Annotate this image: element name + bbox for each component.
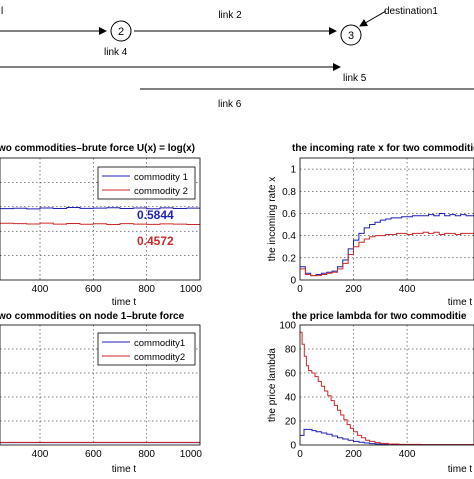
chart-title: wo commodities on node 1–brute force	[0, 311, 185, 322]
link-2-label: link 2	[218, 10, 242, 21]
x-tick-label: 200	[345, 284, 362, 295]
tick-labels: 400 600 800 1000	[32, 284, 203, 295]
y-axis-label: the price lambda	[267, 348, 278, 422]
x-axis-label: time t	[448, 297, 473, 308]
chart-title: the price lambda for two commoditie	[292, 311, 467, 322]
x-tick-label: 400	[32, 284, 49, 295]
incoming-rate-chart: the incoming rate x for two commoditie 0…	[267, 143, 474, 308]
node1-chart: wo commodities on node 1–brute force 400…	[0, 311, 202, 474]
x-tick-label: 400	[32, 449, 49, 460]
legend: commodity 1 commodity 2	[98, 167, 195, 199]
network-diagram: 2 3 destination1 l link 2 link 4 link 5 …	[0, 6, 474, 110]
x-tick-label: 400	[399, 284, 416, 295]
link-4-label: link 4	[104, 47, 128, 58]
legend: commodity1 commodity2	[98, 333, 195, 365]
annotation-commodity-2: 0.4572	[137, 234, 174, 248]
legend-label-commodity-1: commodity 1	[134, 172, 188, 183]
x-axis-label: time t	[112, 297, 137, 308]
y-tick-label: 0.8	[282, 187, 296, 198]
x-tick-label: 400	[399, 449, 416, 460]
y-tick-label: 0	[290, 441, 296, 452]
y-axis-label: the incoming rate x	[267, 177, 278, 262]
y-tick-label: 0.4	[282, 231, 296, 242]
legend-label-commodity-2: commodity2	[134, 352, 185, 363]
x-tick-label: 600	[85, 284, 102, 295]
y-tick-label: 40	[285, 393, 297, 404]
x-tick-label: 800	[138, 449, 155, 460]
x-tick-label: 200	[345, 449, 362, 460]
chart-title: the incoming rate x for two commoditie	[292, 143, 474, 154]
x-axis-label: time t	[448, 464, 473, 474]
destination-arrow	[360, 11, 386, 26]
link-1-label: l	[1, 6, 3, 17]
x-tick-label: 1000	[180, 284, 203, 295]
y-tick-label: 0.6	[282, 209, 296, 220]
legend-label-commodity-1: commodity1	[134, 338, 185, 349]
y-tick-label: 60	[285, 369, 297, 380]
link-6-label: link 6	[218, 99, 242, 110]
legend-label-commodity-2: commodity 2	[134, 186, 188, 197]
x-tick-label: 0	[297, 284, 303, 295]
y-tick-label: 0.2	[282, 253, 296, 264]
node-2-label: 2	[118, 26, 124, 38]
x-tick-label: 600	[85, 449, 102, 460]
x-tick-label: 1000	[180, 449, 203, 460]
y-tick-label: 80	[285, 345, 297, 356]
tick-labels: 400 600 800 1000	[32, 449, 203, 460]
y-tick-label: 100	[279, 321, 296, 332]
chart-title: wo commodities–brute force U(x) = log(x)	[0, 143, 195, 154]
plot-area	[300, 325, 474, 445]
x-tick-label: 800	[138, 284, 155, 295]
x-axis-label: time t	[112, 464, 137, 474]
throughput-chart: wo commodities–brute force U(x) = log(x)…	[0, 143, 202, 308]
node-3-label: 3	[348, 30, 354, 42]
y-tick-label: 0	[290, 276, 296, 287]
destination-label: destination1	[384, 6, 438, 17]
link-5-label: link 5	[343, 73, 367, 84]
y-tick-label: 1	[290, 165, 296, 176]
x-tick-label: 0	[297, 449, 303, 460]
annotation-commodity-1: 0.5844	[137, 208, 174, 222]
y-tick-label: 20	[285, 417, 297, 428]
